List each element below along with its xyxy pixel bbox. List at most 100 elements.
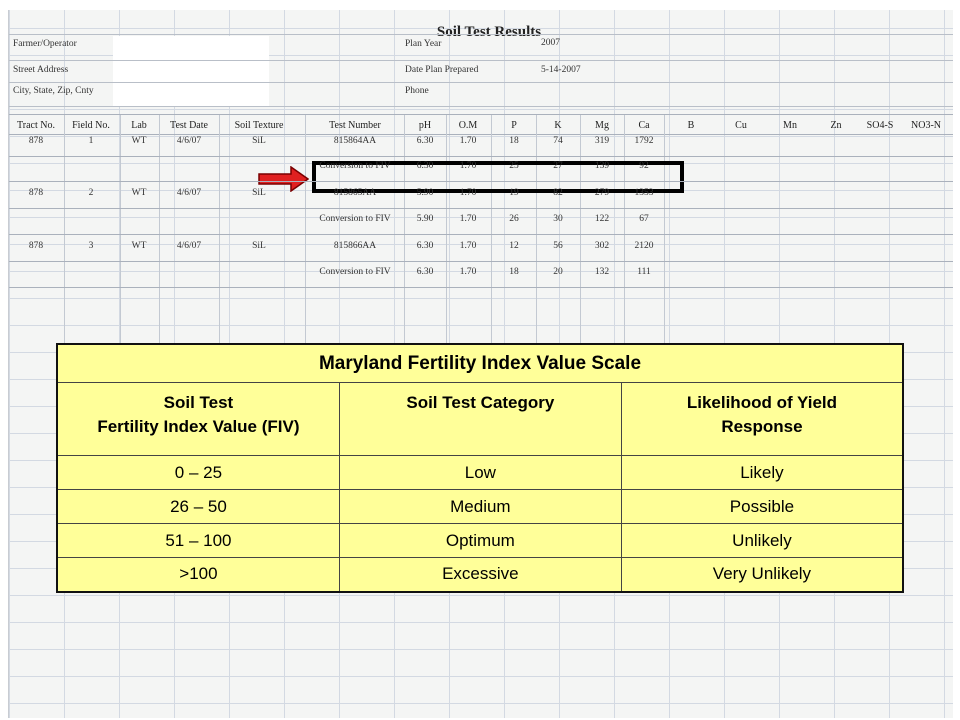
grid-rule: [9, 114, 953, 115]
cell-soil-texture: SiL: [252, 188, 266, 198]
date-prepared-value: 5-14-2007: [541, 65, 581, 75]
col-header-ca: Ca: [638, 120, 650, 131]
fiv-category: Optimum: [338, 523, 622, 558]
grid-rule: [9, 134, 953, 135]
col-header-test-number: Test Number: [329, 120, 381, 131]
cell-lab: WT: [131, 188, 147, 198]
grid-rule: [491, 115, 492, 345]
col-header-test-date: Test Date: [170, 120, 208, 131]
cell-test-date: 4/6/07: [176, 136, 202, 146]
cell-lab: WT: [131, 136, 147, 146]
grid-rule: [446, 115, 447, 345]
grid-rule: [536, 115, 537, 345]
fiv-header-likelihood-line2: Response: [721, 417, 803, 436]
grid-rule: [404, 115, 405, 345]
cell-om-value: 1.70: [459, 136, 477, 146]
col-header-p: P: [511, 120, 517, 131]
cell-ph-value: 5.90: [416, 214, 434, 224]
form-rule: [9, 60, 953, 61]
cell-ph-value: 6.30: [416, 241, 434, 251]
grid-rule: [664, 115, 665, 345]
cell-ca-value: 1792: [634, 136, 654, 146]
cell-mg-value: 302: [594, 241, 610, 251]
cell-field-no: 2: [88, 188, 94, 198]
grid-rule: [219, 115, 220, 345]
fiv-table-title: Maryland Fertility Index Value Scale: [56, 343, 904, 383]
cell-om-value: 1.70: [459, 214, 477, 224]
cell-test-number: Conversion to FIV: [319, 267, 391, 277]
cell-p-value: 26: [509, 214, 519, 224]
cell-ca-value: 67: [639, 214, 649, 224]
col-header-tract: Tract No.: [17, 120, 55, 131]
cell-om-value: 1.70: [459, 161, 477, 171]
fiv-row-low: 0 – 25 Low Likely: [56, 455, 904, 490]
fiv-header-category: Soil Test Category: [338, 382, 622, 456]
form-title: Soil Test Results: [436, 24, 542, 40]
fiv-likelihood: Very Unlikely: [620, 557, 904, 592]
grid-rule: [9, 156, 953, 157]
cell-k-value: 20: [553, 267, 563, 277]
grid-rule: [9, 287, 953, 288]
cell-ph-value: 5.90: [416, 188, 434, 198]
cell-ca-value: 2120: [634, 241, 654, 251]
col-header-mn: Mn: [783, 120, 797, 131]
fiv-scale-table: Maryland Fertility Index Value Scale Soi…: [56, 343, 904, 593]
fiv-category: Medium: [338, 489, 622, 524]
cell-test-number: 815864AA: [333, 136, 377, 146]
cell-test-number: Conversion to FIV: [319, 214, 391, 224]
fiv-header-likelihood-line1: Likelihood of Yield: [686, 393, 838, 412]
cell-tract-no: 878: [28, 241, 44, 251]
fiv-header-likelihood: Likelihood of Yield Response: [620, 382, 904, 456]
grid-rule: [120, 115, 121, 345]
form-rule: [9, 106, 953, 107]
cell-ca-value: 92: [639, 161, 649, 171]
cell-k-value: 27: [553, 161, 563, 171]
cell-p-value: 12: [509, 241, 519, 251]
cell-mg-value: 319: [594, 136, 610, 146]
col-header-om: O.M: [458, 120, 478, 131]
cell-p-value: 18: [509, 136, 519, 146]
fiv-category: Low: [338, 455, 622, 490]
fiv-header-fiv-line1: Soil Test: [163, 393, 234, 412]
cell-soil-texture: SiL: [252, 136, 266, 146]
fiv-header-fiv: Soil Test Fertility Index Value (FIV): [56, 382, 340, 456]
grid-rule: [159, 115, 160, 345]
cell-tract-no: 878: [28, 188, 44, 198]
col-header-lab: Lab: [131, 120, 147, 131]
col-header-k: K: [554, 120, 562, 131]
farmer-label: Farmer/Operator: [13, 39, 77, 49]
cell-mg-value: 132: [594, 267, 610, 277]
fiv-range: 51 – 100: [56, 523, 340, 558]
cell-ph-value: 6.30: [416, 136, 434, 146]
col-header-ph: pH: [418, 120, 432, 131]
cell-ph-value: 6.30: [416, 161, 434, 171]
cell-k-value: 56: [553, 241, 563, 251]
redacted-area: [113, 36, 269, 106]
cell-test-date: 4/6/07: [176, 241, 202, 251]
phone-label: Phone: [405, 86, 429, 96]
grid-rule: [9, 181, 953, 182]
col-header-zn: Zn: [830, 120, 842, 131]
col-header-b: B: [687, 120, 695, 131]
grid-rule: [9, 208, 953, 209]
date-prepared-label: Date Plan Prepared: [405, 65, 479, 75]
cell-mg-value: 122: [594, 214, 610, 224]
fiv-header-fiv-line2: Fertility Index Value (FIV): [97, 417, 300, 436]
street-label: Street Address: [13, 65, 69, 75]
cell-test-number: 815866AA: [333, 241, 377, 251]
cell-ca-value: 1353: [634, 188, 654, 198]
fiv-row-medium: 26 – 50 Medium Possible: [56, 489, 904, 524]
fiv-range: >100: [56, 557, 340, 592]
fiv-row-excessive: >100 Excessive Very Unlikely: [56, 557, 904, 592]
cell-field-no: 3: [88, 241, 94, 251]
cell-p-value: 18: [509, 267, 519, 277]
col-header-mg: Mg: [595, 120, 609, 131]
cell-ph-value: 6.30: [416, 267, 434, 277]
cell-p-value: 19: [509, 188, 519, 198]
cell-om-value: 1.70: [459, 241, 477, 251]
grid-rule: [624, 115, 625, 345]
col-header-no3n: NO3-N: [911, 120, 941, 131]
fiv-range: 26 – 50: [56, 489, 340, 524]
cell-test-number: Conversion to FIV: [319, 161, 391, 171]
fiv-likelihood: Likely: [620, 455, 904, 490]
